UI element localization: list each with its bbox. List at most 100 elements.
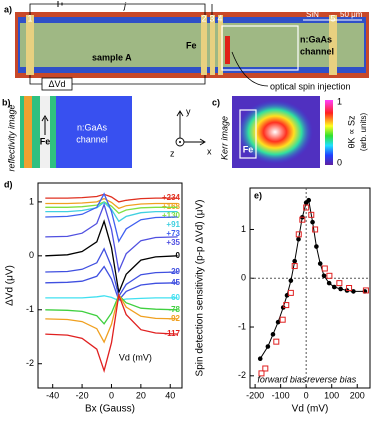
colorbar-tick: 0 (337, 157, 342, 167)
panel-label: b) (2, 97, 11, 107)
series-label: -60 (168, 293, 180, 302)
voltmeter-wire (29, 75, 206, 85)
data-point (287, 289, 294, 296)
data-point (321, 273, 327, 279)
y-axis-label: Spin detection sensitivity (p-p ΔVd) (μV… (195, 200, 206, 377)
contact-label: 3 (209, 13, 214, 23)
contact-label: 5 (330, 13, 335, 23)
plot-frame (249, 187, 371, 389)
scale-label: 50 μm (340, 10, 363, 19)
voltmeter (41, 77, 73, 91)
data-point (303, 204, 310, 211)
channel (20, 23, 364, 67)
data-point (299, 216, 306, 223)
data-point (312, 226, 319, 233)
data-point (351, 289, 356, 294)
contact (26, 15, 34, 75)
x-tick-label: 40 (165, 390, 175, 400)
panel-label: d) (4, 179, 13, 189)
data-point (362, 287, 369, 294)
data-point (321, 265, 328, 272)
fe-label: Fe (243, 144, 254, 154)
data-point (279, 316, 286, 323)
data-line (45, 265, 178, 302)
image-title: reflectivity image (6, 104, 16, 171)
data-point (336, 280, 343, 287)
z-symbol (175, 137, 185, 147)
data-point (295, 231, 302, 238)
channel-label: n:GaAs (300, 34, 332, 44)
data-point (310, 219, 315, 225)
series-label: -92 (168, 314, 180, 323)
series-label: +35 (166, 238, 180, 247)
y-tick-label: -2 (238, 370, 246, 380)
data-line (45, 202, 178, 274)
series-label: -45 (168, 278, 180, 287)
data-line (45, 192, 178, 243)
data-line (45, 293, 178, 344)
colorbar-tick: 1 (337, 96, 342, 106)
contact (329, 15, 337, 75)
fe-box (239, 109, 257, 159)
arrow (41, 115, 49, 135)
fe-label: Fe (40, 136, 51, 146)
data-point (292, 258, 297, 264)
data-point (280, 305, 286, 310)
x-tick-label: -20 (76, 390, 89, 400)
x-tick-label: 0 (109, 390, 114, 400)
data-line (45, 219, 178, 295)
x-tick-label: -100 (272, 390, 290, 400)
axis-label: x (207, 146, 212, 156)
data-line (45, 292, 178, 373)
x-tick-label: -40 (46, 390, 59, 400)
data-point (288, 278, 294, 283)
x-tick-label: -200 (246, 390, 264, 400)
data-point (257, 356, 263, 362)
x-tick-label: 0 (304, 390, 309, 400)
annotation: reverse bias (307, 374, 357, 384)
data-line (45, 295, 178, 302)
series-label: 0 (176, 251, 181, 260)
contact-label: 1 (27, 13, 32, 23)
zoom-box (221, 25, 299, 71)
data-line (45, 247, 178, 298)
x-tick-label: 20 (136, 390, 146, 400)
image-title: Kerr image (219, 116, 229, 160)
contact-label: 2 (201, 13, 206, 23)
x-axis-label: Vd (mV) (292, 404, 329, 415)
series-label: +130 (162, 211, 181, 220)
series-label: +73 (166, 229, 180, 238)
data-point (306, 197, 312, 203)
x-tick-label: 100 (324, 390, 339, 400)
y-tick-label: -1 (26, 304, 34, 314)
fe-label: Fe (186, 40, 197, 50)
colorbar-label: θK ∝ Sz (346, 115, 356, 148)
contact (201, 15, 207, 75)
data-point (326, 272, 333, 279)
panel-label: a) (4, 4, 12, 14)
z-dot (179, 141, 181, 143)
y-tick-label: 0 (29, 250, 34, 260)
channel-label: n:GaAs (77, 122, 108, 132)
data-point (270, 332, 276, 337)
battery (57, 1, 63, 7)
y-tick-label: -1 (238, 321, 246, 331)
contact (218, 15, 223, 75)
data-line (45, 201, 178, 223)
x-axis-label: Bx (Gauss) (85, 404, 135, 415)
series-label: -117 (164, 329, 180, 338)
colorbar-unit: (arb. units) (359, 113, 368, 152)
data-point (283, 302, 290, 309)
panel-label: c) (212, 97, 220, 107)
data-point (317, 261, 323, 266)
data-point (308, 211, 315, 218)
image-region (24, 96, 32, 168)
axes-symbol: y z x (170, 106, 212, 158)
data-point (275, 319, 281, 325)
injection-label: optical spin injection (270, 81, 351, 91)
fe-bar (225, 36, 230, 64)
contact-label: 4 (217, 13, 222, 23)
panel-b: b) reflectivity image Fe n:GaAs channel (2, 96, 132, 172)
data-line (45, 193, 178, 203)
